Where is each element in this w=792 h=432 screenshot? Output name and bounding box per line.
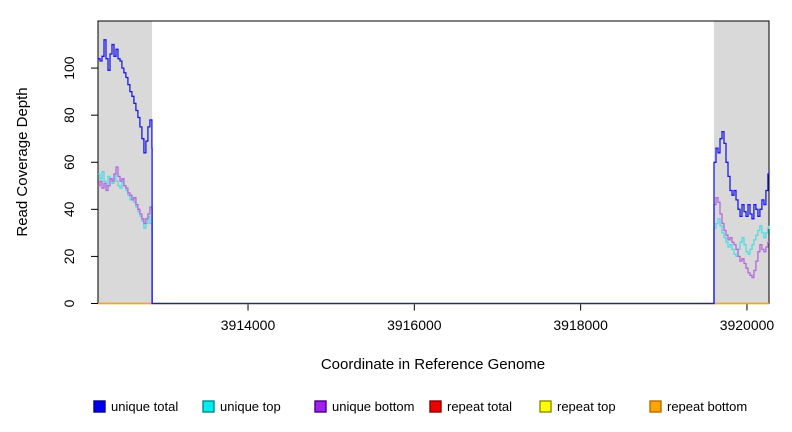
y-tick-label: 40 [61,201,77,217]
x-tick-label: 3918000 [553,317,608,333]
x-tick-label: 3920000 [720,317,775,333]
series-unique-total [98,39,770,305]
legend-label-repeat-total: repeat total [447,399,512,414]
x-tick-label: 3916000 [387,317,442,333]
series-unique-bottom [98,166,769,305]
legend-swatch-repeat-total [429,400,442,413]
legend-label-repeat-top: repeat top [557,399,616,414]
y-tick-label: 0 [61,299,77,307]
x-tick-label: 3914000 [221,317,276,333]
legend-swatch-unique-bottom [314,400,327,413]
legend-swatch-repeat-bottom [649,400,662,413]
plot-layer: 3914000 3916000 3918000 3920000 0 20 40 60 80 100 [61,20,775,333]
y-tick-label: 80 [61,107,77,123]
repeat-region-highlight [713,21,769,304]
legend-swatch-unique-top [202,400,215,413]
legend: unique total unique top unique bottom repea… [93,399,747,414]
legend-label-unique-bottom: unique bottom [332,399,414,414]
y-tick-label: 20 [61,248,77,264]
y-tick-label: 60 [61,154,77,170]
series-unique-top [98,171,770,305]
plot-box [97,20,770,304]
y-axis-title: Read Coverage Depth [14,87,31,236]
legend-label-repeat-bottom: repeat bottom [667,399,747,414]
x-axis-title: Coordinate in Reference Genome [321,356,545,373]
y-tick-label: 100 [61,56,77,80]
repeat-region-highlight [98,21,153,304]
legend-label-unique-total: unique total [111,399,178,414]
legend-label-unique-top: unique top [220,399,281,414]
legend-swatch-unique-total [93,400,106,413]
legend-swatch-repeat-top [539,400,552,413]
